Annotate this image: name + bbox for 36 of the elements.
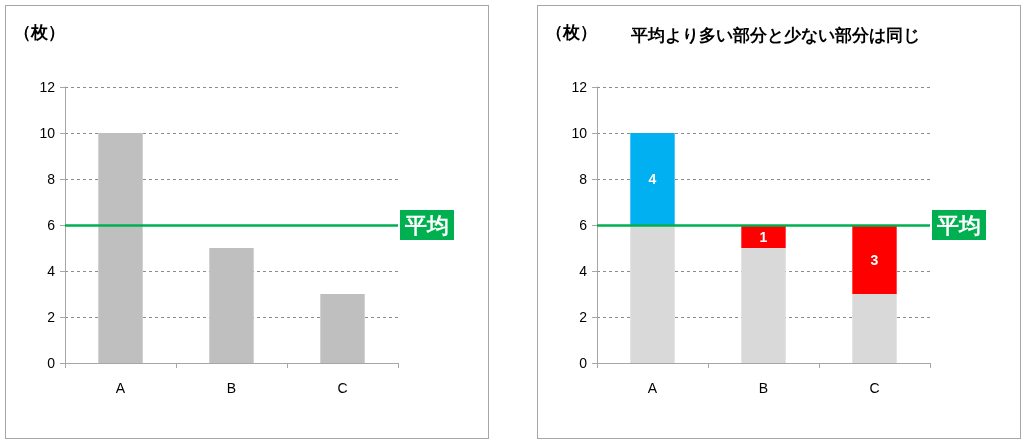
bar (209, 248, 254, 363)
y-tick-label: 4 (47, 263, 56, 279)
bar (852, 294, 897, 363)
x-tick-label: B (758, 380, 769, 396)
y-tick-label: 2 (579, 309, 588, 325)
x-tick-label: A (647, 380, 658, 396)
ref-line-label: 平均 (404, 212, 449, 238)
x-tick-label: C (337, 380, 348, 396)
x-tick-label: A (115, 380, 126, 396)
y-tick-label: 8 (579, 171, 588, 187)
y-tick-label: 8 (47, 171, 56, 187)
y-tick-label: 6 (47, 217, 56, 233)
y-tick-label: 10 (571, 125, 588, 141)
chart-title: 平均より多い部分と少ない部分は同じ (630, 26, 920, 45)
bar (320, 294, 365, 363)
bar (852, 225, 897, 294)
bar (630, 133, 675, 225)
ref-line-label: 平均 (936, 212, 981, 238)
y-axis-title: （枚） (14, 23, 65, 42)
x-tick-label: B (226, 380, 237, 396)
y-tick-label: 4 (579, 263, 588, 279)
y-tick-label: 10 (39, 125, 56, 141)
y-tick-label: 6 (579, 217, 588, 233)
bar (741, 248, 786, 363)
data-label: 3 (870, 251, 879, 268)
x-tick-label: C (869, 380, 880, 396)
y-tick-label: 12 (571, 79, 588, 95)
bar (630, 225, 675, 363)
y-tick-label: 2 (47, 309, 56, 325)
bar (98, 133, 143, 363)
y-tick-label: 0 (47, 355, 56, 371)
y-tick-label: 12 (39, 79, 56, 95)
y-tick-label: 0 (579, 355, 588, 371)
data-label: 4 (648, 171, 657, 187)
y-axis-title: （枚） (546, 23, 597, 42)
data-label: 1 (759, 228, 768, 245)
